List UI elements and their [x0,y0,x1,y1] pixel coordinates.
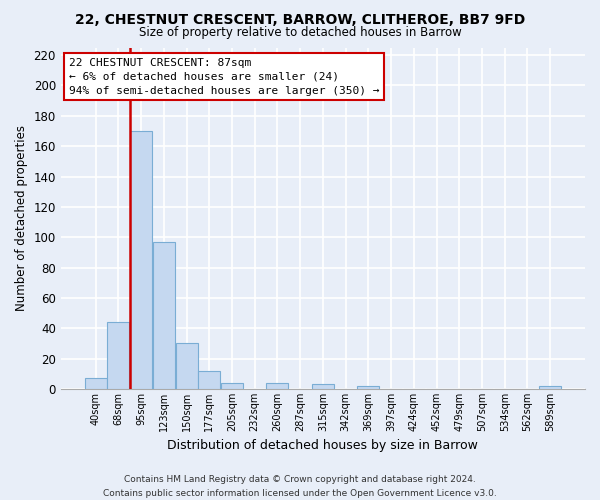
Bar [358,386,379,389]
Y-axis label: Number of detached properties: Number of detached properties [15,126,28,312]
Bar [130,131,152,389]
Text: 22, CHESTNUT CRESCENT, BARROW, CLITHEROE, BB7 9FD: 22, CHESTNUT CRESCENT, BARROW, CLITHEROE… [75,12,525,26]
Bar [107,322,130,389]
X-axis label: Distribution of detached houses by size in Barrow: Distribution of detached houses by size … [167,440,478,452]
Bar [85,378,107,389]
Text: Size of property relative to detached houses in Barrow: Size of property relative to detached ho… [139,26,461,39]
Bar [221,383,243,389]
Text: 22 CHESTNUT CRESCENT: 87sqm
← 6% of detached houses are smaller (24)
94% of semi: 22 CHESTNUT CRESCENT: 87sqm ← 6% of deta… [68,58,379,96]
Bar [153,242,175,389]
Bar [198,371,220,389]
Text: Contains HM Land Registry data © Crown copyright and database right 2024.
Contai: Contains HM Land Registry data © Crown c… [103,476,497,498]
Bar [312,384,334,389]
Bar [266,383,289,389]
Bar [539,386,561,389]
Bar [176,344,197,389]
